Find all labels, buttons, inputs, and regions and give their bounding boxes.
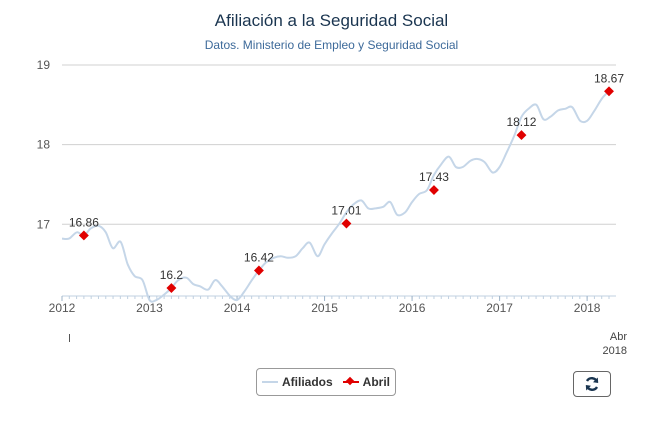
- data-label-abril: 16.86: [69, 215, 99, 229]
- chart-subtitle: Datos. Ministerio de Empleo y Seguridad …: [204, 38, 459, 52]
- refresh-icon: [585, 377, 599, 391]
- x-tick-label: 2013: [136, 301, 163, 315]
- data-label-abril: 17.43: [419, 170, 449, 184]
- legend-item-afiliados[interactable]: Afiliados: [261, 375, 333, 389]
- data-label-abril: 18.12: [506, 115, 536, 129]
- y-tick-label: 18: [37, 138, 51, 152]
- data-point-abril: [341, 218, 352, 229]
- x-tick-label: 2017: [486, 301, 513, 315]
- data-label-abril: 16.42: [244, 251, 274, 265]
- data-point-abril: [166, 283, 177, 293]
- legend-item-abril[interactable]: Abril: [342, 375, 390, 389]
- data-point-abril: [604, 86, 614, 97]
- data-point-abril: [429, 185, 439, 196]
- data-point-abril: [516, 130, 527, 141]
- chart-title: Afiliación a la Seguridad Social: [214, 11, 449, 30]
- legend-swatch-abril: [342, 381, 359, 383]
- data-label-abril: 18.67: [594, 71, 624, 85]
- x-tick-label: 2018: [574, 301, 601, 315]
- x-tick-label: 2014: [224, 301, 251, 315]
- y-tick-label: 19: [37, 58, 51, 72]
- last-period-year-label: 2018: [602, 345, 627, 357]
- data-point-abril: [78, 230, 89, 241]
- last-period-month-label: Abr: [609, 331, 627, 343]
- legend-label-abril: Abril: [362, 375, 390, 389]
- x-tick-label: 2015: [311, 301, 338, 315]
- y-tick-label: 17: [37, 217, 51, 231]
- x-tick-label: 2016: [399, 301, 426, 315]
- series-line-afiliados: [61, 90, 610, 303]
- chart-legend: Afiliados Abril: [256, 368, 396, 396]
- data-label-abril: 17.01: [331, 204, 361, 218]
- refresh-button[interactable]: [573, 371, 611, 397]
- legend-swatch-afiliados: [261, 381, 278, 383]
- x-tick-label: 2012: [49, 301, 76, 315]
- data-label-abril: 16.2: [160, 268, 184, 282]
- legend-label-afiliados: Afiliados: [281, 375, 333, 389]
